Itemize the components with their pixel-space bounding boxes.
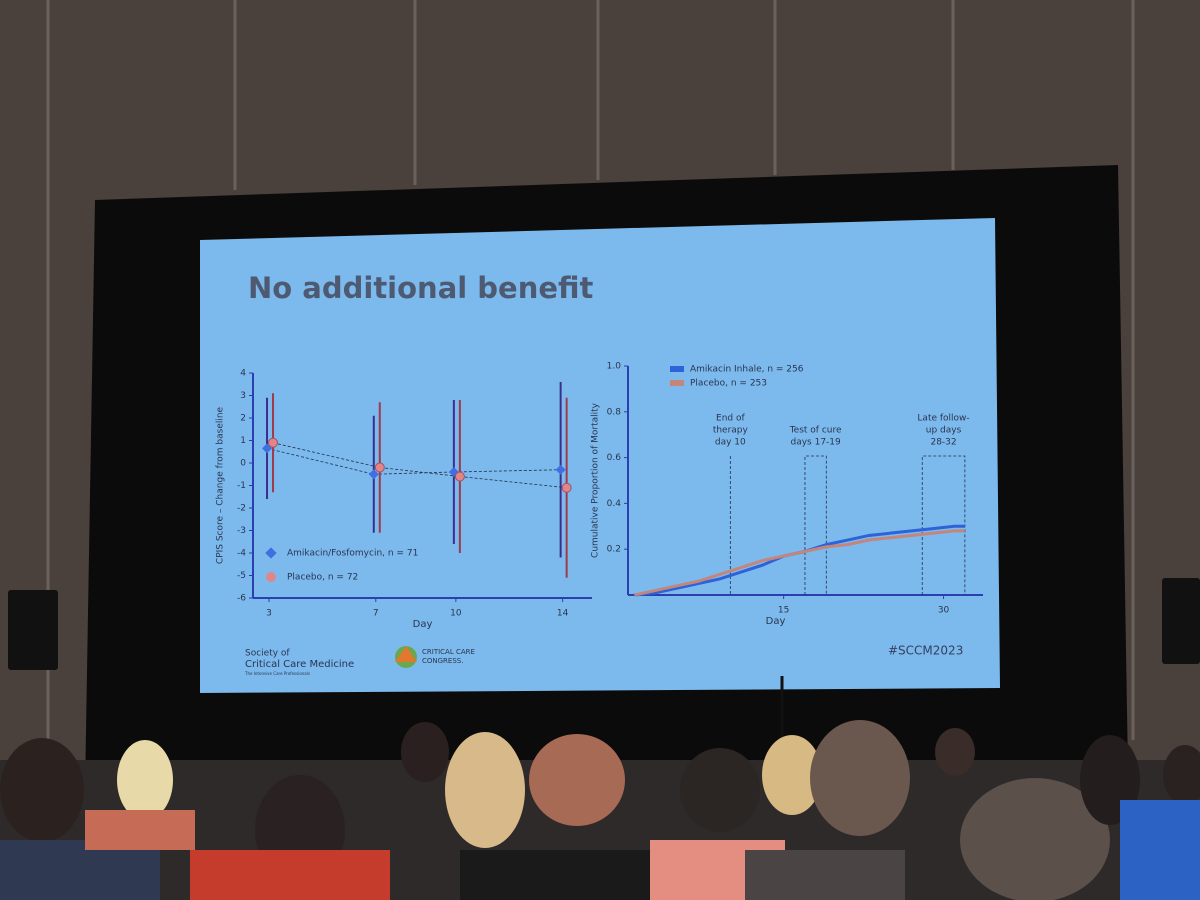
marker (268, 437, 279, 448)
legend-label: Amikacin/Fosfomycin, n = 71 (287, 549, 418, 559)
slide-title: No additional benefit (248, 271, 594, 305)
head (0, 738, 84, 842)
annotation: day 10 (715, 438, 746, 448)
speaker (8, 590, 58, 670)
head (762, 735, 822, 815)
annotation: therapy (713, 426, 749, 436)
marker (561, 482, 572, 493)
annotation: Test of cure (789, 426, 842, 436)
y-tick-label: -2 (237, 504, 246, 514)
person (85, 810, 195, 850)
x-axis-label: Day (413, 619, 433, 630)
y-tick-label: 1 (240, 436, 246, 446)
charts: -6 -5 -4 -3 -2 -1 0 1 2 3 4 3 7 10 14 Day CPIS Score – C… (216, 362, 983, 630)
y-tick-label: 0.8 (607, 407, 622, 417)
legend-label: Placebo, n = 72 (287, 573, 358, 583)
person (745, 850, 905, 900)
x-axis-label: Day (766, 616, 786, 627)
head (1163, 745, 1200, 805)
y-tick-label: 3 (240, 391, 246, 401)
y-tick-label: 0.6 (607, 453, 622, 463)
head (960, 778, 1110, 900)
y-tick-label: 0 (240, 459, 246, 469)
legend-marker (670, 366, 684, 372)
head (810, 720, 910, 836)
legend-label: Amikacin Inhale, n = 256 (690, 365, 804, 375)
annotation: 28-32 (930, 438, 956, 448)
series-line (634, 529, 965, 597)
marker (454, 471, 465, 482)
person (1120, 800, 1200, 900)
logo-text: The Intensive Care Professionals (244, 671, 310, 676)
annotation: End of (716, 414, 745, 424)
head (935, 728, 975, 776)
marker (374, 462, 385, 473)
head (117, 740, 173, 820)
legend-marker (670, 380, 684, 386)
legend-marker (266, 572, 276, 582)
annotation-box (921, 455, 966, 595)
head (680, 748, 760, 832)
y-tick-label: 4 (240, 369, 246, 379)
y-tick-label: 2 (240, 414, 246, 424)
x-tick-label: 7 (373, 609, 379, 619)
logo-text: CONGRESS. (422, 657, 463, 665)
y-axis-label: Cumulative Proportion of Mortality (591, 402, 601, 558)
logo-text: Critical Care Medicine (245, 659, 354, 670)
y-tick-label: -3 (237, 526, 246, 536)
logo-text: CRITICAL CARE (422, 648, 475, 656)
speaker (1162, 578, 1200, 664)
y-tick-label: -6 (237, 594, 246, 604)
y-tick-label: -5 (237, 571, 246, 581)
annotation: Late follow- (917, 414, 969, 424)
logo-icon (395, 646, 417, 662)
legend-marker (265, 547, 277, 559)
annotation: days 17-19 (790, 438, 841, 448)
hashtag: #SCCM2023 (888, 644, 963, 658)
y-tick-label: 0.4 (607, 499, 622, 509)
annotation: up days (926, 426, 962, 436)
x-tick-label: 15 (778, 606, 789, 616)
y-tick-label: -1 (237, 481, 246, 491)
y-tick-label: 1.0 (607, 362, 622, 372)
marker (555, 464, 566, 475)
y-axis-label: CPIS Score – Change from baseline (216, 406, 226, 564)
y-tick-label: 0.2 (607, 545, 621, 555)
head (529, 734, 625, 826)
x-tick-label: 3 (266, 609, 272, 619)
slide (200, 218, 1000, 693)
head (401, 722, 449, 782)
x-tick-label: 14 (557, 609, 569, 619)
logo-text: Society of (245, 649, 290, 659)
room (0, 578, 1200, 900)
y-tick-label: -4 (237, 549, 246, 559)
person (190, 850, 390, 900)
x-tick-label: 30 (938, 606, 950, 616)
head (445, 732, 525, 848)
legend-label: Placebo, n = 253 (690, 379, 767, 389)
marker (368, 469, 379, 480)
x-tick-label: 10 (450, 609, 462, 619)
